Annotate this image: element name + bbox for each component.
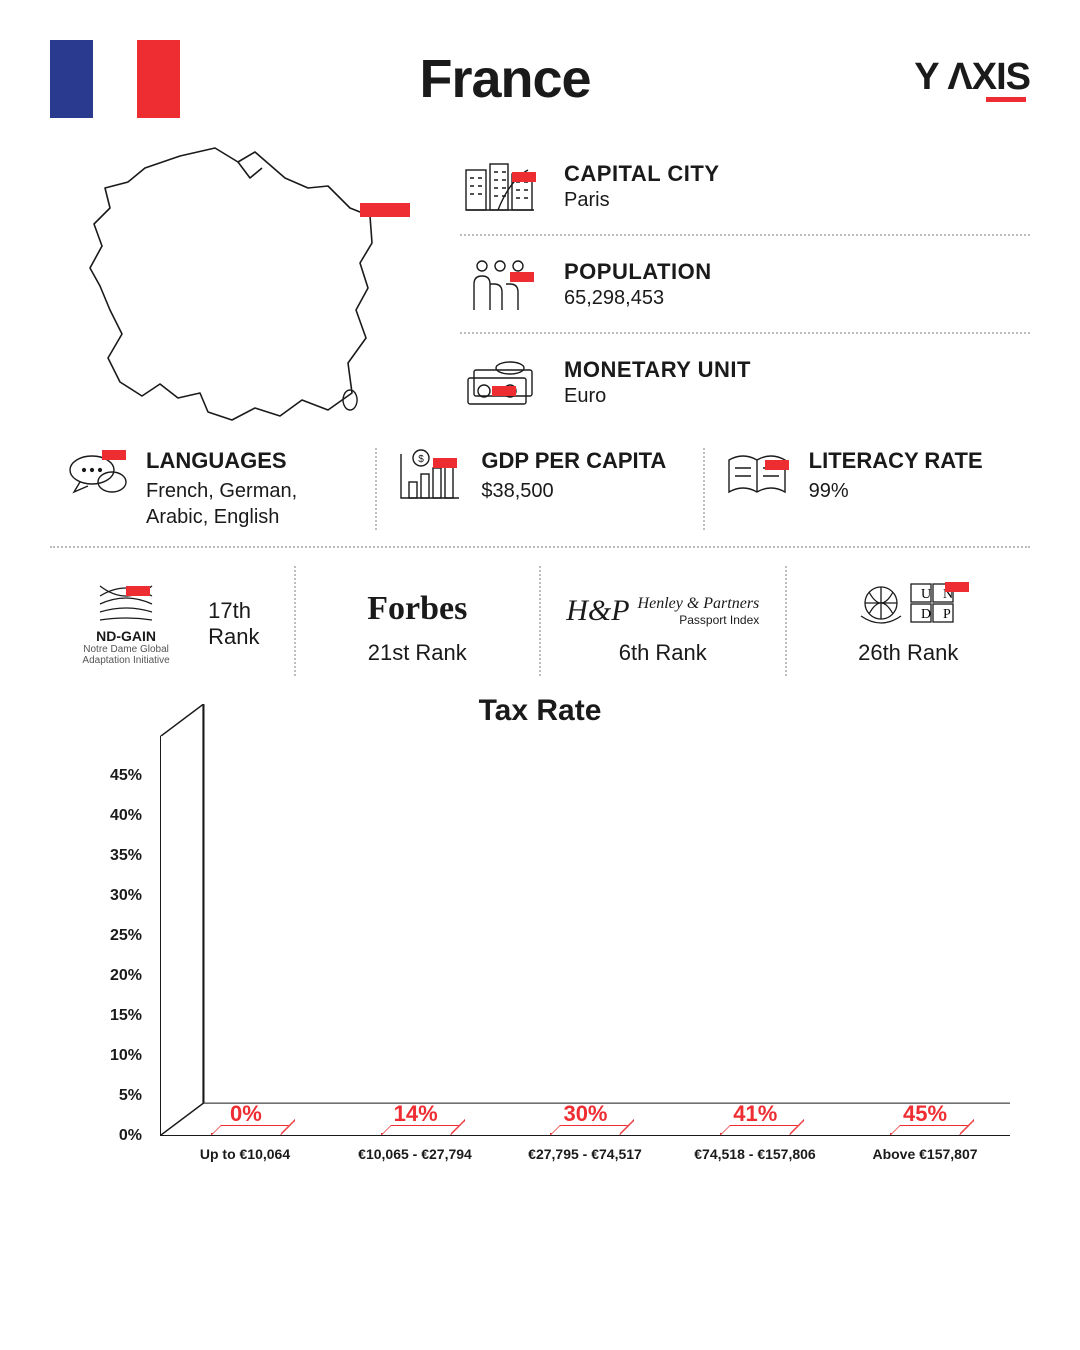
x-label: €74,518 - €157,806 — [675, 1138, 835, 1176]
globe-lines-icon — [96, 576, 156, 626]
rank-undp: U N D P 26th Rank — [785, 566, 1031, 676]
y-tick: 20% — [110, 967, 142, 985]
upper-section: CAPITAL CITY Paris POPULATION 65,298,453 — [50, 138, 1030, 438]
languages-value: French, German, Arabic, English — [146, 478, 359, 530]
fact-population-value: 65,298,453 — [564, 287, 712, 310]
rank-forbes: Forbes 21st Rank — [294, 566, 540, 676]
ndgain-source-sub: Notre Dame Global Adaptation Initiative — [62, 644, 190, 666]
stat-literacy: LITERACY RATE 99% — [703, 448, 1030, 530]
forbes-value: 21st Rank — [368, 640, 467, 666]
y-tick: 45% — [110, 767, 142, 785]
henley-sub: Henley & Partners — [638, 595, 760, 613]
bar: 0% — [186, 1101, 306, 1135]
flag-stripe-blue — [50, 40, 93, 118]
flag-stripe-white — [93, 40, 136, 118]
fact-capital-value: Paris — [564, 189, 720, 212]
y-tick: 10% — [110, 1047, 142, 1065]
speech-icon — [66, 448, 130, 504]
y-tick: 30% — [110, 887, 142, 905]
x-label: €10,065 - €27,794 — [335, 1138, 495, 1176]
henley-value: 6th Rank — [619, 640, 707, 666]
literacy-value: 99% — [809, 478, 983, 504]
y-tick: 25% — [110, 927, 142, 945]
map-marker — [360, 203, 410, 217]
tax-rate-chart: 0% 5% 10% 15% 20% 25% 30% 35% 40% 45% 0% 14% 30% 41%… — [90, 736, 1010, 1176]
literacy-label: LITERACY RATE — [809, 448, 983, 474]
france-map — [50, 138, 430, 438]
money-icon — [460, 352, 540, 412]
fact-monetary: MONETARY UNIT Euro — [460, 334, 1030, 430]
bar: 30% — [525, 1101, 645, 1135]
x-label: Above €157,807 — [845, 1138, 1005, 1176]
rankings-row: ND-GAIN Notre Dame Global Adaptation Ini… — [50, 566, 1030, 676]
fact-population-label: POPULATION — [564, 259, 712, 285]
page-title: France — [180, 48, 830, 110]
stat-gdp: $ GDP PER CAPITA $38,500 — [375, 448, 702, 530]
france-flag-icon — [50, 40, 180, 118]
fact-monetary-label: MONETARY UNIT — [564, 357, 751, 383]
gdp-value: $38,500 — [481, 478, 666, 504]
bar: 14% — [356, 1101, 476, 1135]
bar: 45% — [865, 1101, 985, 1135]
book-icon — [721, 448, 793, 504]
bar-value-label: 0% — [230, 1101, 262, 1127]
rank-henley: H&P Henley & Partners Passport Index 6th… — [539, 566, 785, 676]
y-tick: 15% — [110, 1007, 142, 1025]
svg-text:U: U — [921, 587, 931, 602]
bar-chart-icon: $ — [393, 448, 465, 504]
bar-value-label: 14% — [394, 1101, 438, 1127]
ndgain-value: 17th Rank — [208, 598, 281, 650]
people-icon — [460, 254, 540, 314]
gdp-label: GDP PER CAPITA — [481, 448, 666, 474]
brand-logo-underline — [986, 97, 1026, 102]
bar-value-label: 45% — [903, 1101, 947, 1127]
x-label: Up to €10,064 — [165, 1138, 325, 1176]
fact-capital: CAPITAL CITY Paris — [460, 138, 1030, 236]
henley-logo-text: H&P — [566, 594, 629, 628]
chart-plot: 0% 14% 30% 41% 45% — [160, 736, 1010, 1136]
x-label: €27,795 - €74,517 — [505, 1138, 665, 1176]
flag-stripe-red — [137, 40, 180, 118]
svg-text:$: $ — [419, 454, 425, 465]
chart-bars: 0% 14% 30% 41% 45% — [161, 736, 1010, 1135]
y-tick: 35% — [110, 847, 142, 865]
stat-languages: LANGUAGES French, German, Arabic, Englis… — [50, 448, 375, 530]
fact-capital-label: CAPITAL CITY — [564, 161, 720, 187]
france-outline-icon — [50, 138, 430, 438]
undp-value: 26th Rank — [858, 640, 958, 666]
fact-population: POPULATION 65,298,453 — [460, 236, 1030, 334]
svg-text:P: P — [943, 607, 951, 622]
bar-value-label: 30% — [563, 1101, 607, 1127]
stats-row: LANGUAGES French, German, Arabic, Englis… — [50, 448, 1030, 548]
y-tick: 0% — [119, 1127, 142, 1145]
chart-y-axis: 0%5%10%15%20%25%30%35%40%45% — [90, 736, 150, 1136]
y-tick: 40% — [110, 807, 142, 825]
quick-facts: CAPITAL CITY Paris POPULATION 65,298,453 — [460, 138, 1030, 438]
ndgain-source: ND-GAIN — [96, 628, 156, 644]
rank-ndgain: ND-GAIN Notre Dame Global Adaptation Ini… — [50, 566, 294, 676]
y-tick: 5% — [119, 1087, 142, 1105]
brand-logo-text: Y ΛXIS — [914, 56, 1030, 99]
languages-label: LANGUAGES — [146, 448, 359, 474]
fact-monetary-value: Euro — [564, 385, 751, 408]
chart-x-labels: Up to €10,064 €10,065 - €27,794 €27,795 - … — [160, 1138, 1010, 1176]
undp-icon: U N D P — [853, 578, 963, 628]
henley-sub2: Passport Index — [679, 613, 759, 627]
header: France Y ΛXIS — [50, 40, 1030, 118]
svg-text:D: D — [921, 607, 931, 622]
bar-value-label: 41% — [733, 1101, 777, 1127]
forbes-logo-text: Forbes — [367, 590, 467, 628]
city-icon — [460, 156, 540, 216]
chart-title: Tax Rate — [50, 694, 1030, 728]
bar: 41% — [695, 1101, 815, 1135]
brand-logo: Y ΛXIS — [830, 56, 1030, 102]
